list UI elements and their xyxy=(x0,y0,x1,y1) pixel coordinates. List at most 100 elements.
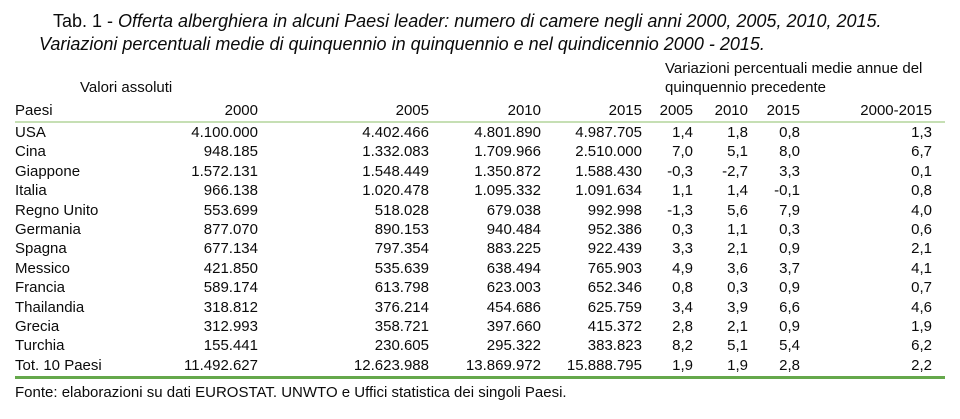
country-name: Grecia xyxy=(15,318,60,336)
table-row: Messico 421.850 535.639 638.494 765.903 4,9 3,… xyxy=(15,259,945,278)
value-cell: 2,8 xyxy=(779,356,800,374)
value-cell: 890.153 xyxy=(374,221,429,239)
value-cell: 966.138 xyxy=(203,182,258,200)
value-cell: 1,9 xyxy=(727,356,748,374)
value-cell: 1.709.966 xyxy=(474,143,541,161)
col-header-paesi: Paesi xyxy=(15,98,155,123)
value-cell: 230.605 xyxy=(374,337,429,355)
value-cell: 6,2 xyxy=(911,337,932,355)
value-cell: 5,1 xyxy=(727,143,748,161)
value-cell: 1.588.430 xyxy=(575,162,642,180)
col-header-2010: 2010 xyxy=(429,98,541,123)
value-cell: 535.639 xyxy=(374,259,429,277)
table-header-row: Paesi 2000 2005 2010 2015 2005 2010 2015… xyxy=(15,98,945,123)
group-header-valori-assoluti: Valori assoluti xyxy=(80,78,173,96)
value-cell: 765.903 xyxy=(587,259,642,277)
value-cell: 679.038 xyxy=(486,201,541,219)
value-cell: 2.510.000 xyxy=(575,143,642,161)
source-note: Fonte: elaborazioni su dati EUROSTAT. UN… xyxy=(15,384,567,402)
value-cell: 15.888.795 xyxy=(566,356,642,374)
value-cell: 4,9 xyxy=(672,259,693,277)
country-name: Germania xyxy=(15,221,81,239)
value-cell: 4,0 xyxy=(911,201,932,219)
country-name: Cina xyxy=(15,143,46,161)
value-cell: 12.623.988 xyxy=(353,356,429,374)
table-title-prefix: Tab. 1 - xyxy=(53,11,119,31)
value-cell: 312.993 xyxy=(203,318,258,336)
value-cell: 4.987.705 xyxy=(575,124,642,141)
country-name: Spagna xyxy=(15,240,67,258)
value-cell: 2,8 xyxy=(672,318,693,336)
col-header-2000: 2000 xyxy=(155,98,258,123)
value-cell: 376.214 xyxy=(374,298,429,316)
value-cell: 638.494 xyxy=(486,259,541,277)
col-header-var-2005: 2005 xyxy=(642,98,693,123)
table-row: USA 4.100.000 4.402.466 4.801.890 4.987.705 1… xyxy=(15,122,945,142)
value-cell: 0,1 xyxy=(911,162,932,180)
value-cell: 155.441 xyxy=(203,337,258,355)
value-cell: 1.332.083 xyxy=(362,143,429,161)
value-cell: 922.439 xyxy=(587,240,642,258)
value-cell: 454.686 xyxy=(486,298,541,316)
table-container: Valori assoluti Variazioni percentuali m… xyxy=(15,60,945,401)
value-cell: 1,8 xyxy=(727,124,748,141)
table-title: Tab. 1 - Offerta alberghiera in alcuni P… xyxy=(39,10,882,55)
value-cell: 7,0 xyxy=(672,143,693,161)
value-cell: 1,1 xyxy=(672,182,693,200)
table-row: Turchia 155.441 230.605 295.322 383.823 8,2 5,… xyxy=(15,336,945,355)
value-cell: 1.091.634 xyxy=(575,182,642,200)
value-cell: 883.225 xyxy=(486,240,541,258)
value-cell: 1,4 xyxy=(672,124,693,141)
value-cell: 3,3 xyxy=(779,162,800,180)
value-cell: 0,7 xyxy=(911,279,932,297)
table-bottom-separator-line xyxy=(15,376,945,380)
value-cell: 3,4 xyxy=(672,298,693,316)
col-header-2000-2015: 2000-2015 xyxy=(800,98,945,123)
value-cell: 358.721 xyxy=(374,318,429,336)
value-cell: 553.699 xyxy=(203,201,258,219)
table-body: USA 4.100.000 4.402.466 4.801.890 4.987.705 1… xyxy=(15,122,945,375)
table-row: Germania 877.070 890.153 940.484 952.386 0,3 1… xyxy=(15,220,945,239)
table-row: Francia 589.174 613.798 623.003 652.346 0,8 0,… xyxy=(15,278,945,297)
value-cell: 295.322 xyxy=(486,337,541,355)
value-cell: 1.548.449 xyxy=(362,162,429,180)
value-cell: 948.185 xyxy=(203,143,258,161)
value-cell: 2,1 xyxy=(727,240,748,258)
value-cell: 415.372 xyxy=(587,318,642,336)
value-cell: -2,7 xyxy=(722,162,748,180)
value-cell: 613.798 xyxy=(374,279,429,297)
value-cell: 0,9 xyxy=(779,240,800,258)
value-cell: 0,3 xyxy=(779,221,800,239)
table-row: Thailandia 318.812 376.214 454.686 625.759 3,… xyxy=(15,298,945,317)
country-name: Regno Unito xyxy=(15,201,99,219)
value-cell: 5,4 xyxy=(779,337,800,355)
value-cell: 1,3 xyxy=(911,124,932,141)
value-cell: 1,4 xyxy=(727,182,748,200)
group-header-row: Valori assoluti Variazioni percentuali m… xyxy=(15,60,945,98)
value-cell: 7,9 xyxy=(779,201,800,219)
table-header: Paesi 2000 2005 2010 2015 2005 2010 2015… xyxy=(15,98,945,123)
value-cell: 623.003 xyxy=(486,279,541,297)
table-row: Regno Unito 553.699 518.028 679.038 992.998 -… xyxy=(15,201,945,220)
value-cell: 11.492.627 xyxy=(184,356,258,374)
country-name: Thailandia xyxy=(15,298,85,316)
value-cell: 797.354 xyxy=(374,240,429,258)
value-cell: 3,9 xyxy=(727,298,748,316)
col-header-2005: 2005 xyxy=(258,98,429,123)
value-cell: 1.572.131 xyxy=(191,162,258,180)
col-header-2015: 2015 xyxy=(541,98,642,123)
value-cell: 2,1 xyxy=(911,240,932,258)
value-cell: 3,3 xyxy=(672,240,693,258)
value-cell: 1.095.332 xyxy=(474,182,541,200)
value-cell: 5,1 xyxy=(727,337,748,355)
country-name: Messico xyxy=(15,259,71,277)
value-cell: 5,6 xyxy=(727,201,748,219)
value-cell: -0,1 xyxy=(774,182,800,200)
value-cell: 6,7 xyxy=(911,143,932,161)
value-cell: 0,3 xyxy=(727,279,748,297)
value-cell: 952.386 xyxy=(587,221,642,239)
value-cell: 1,1 xyxy=(727,221,748,239)
value-cell: 4,6 xyxy=(911,298,932,316)
value-cell: 1.350.872 xyxy=(474,162,541,180)
